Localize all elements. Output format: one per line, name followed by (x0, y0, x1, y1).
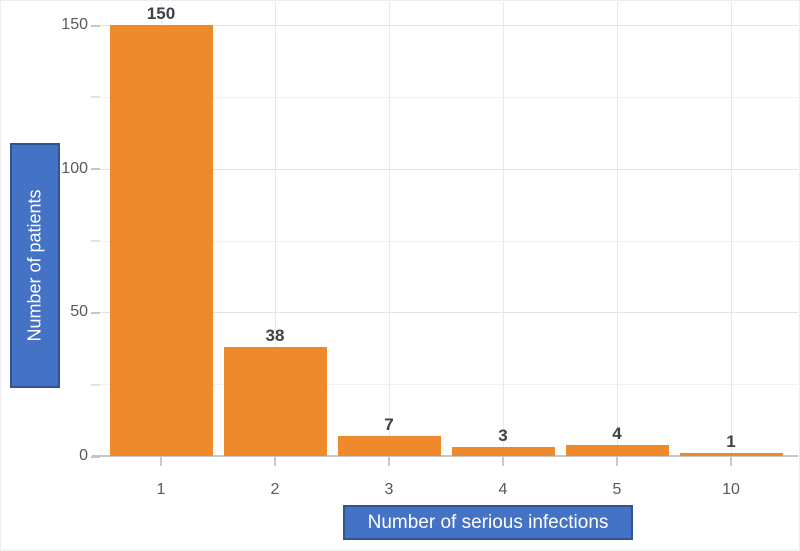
bar-category-2 (223, 347, 327, 456)
x-axis-tick-label: 4 (498, 481, 508, 498)
bar-category-3 (337, 436, 441, 456)
gridline-horizontal-major (100, 25, 798, 26)
bar-value-label: 3 (498, 426, 508, 445)
gridline-horizontal-major (100, 168, 798, 170)
gridline-vertical (731, 2, 732, 456)
y-axis-tick-label: 50 (70, 303, 88, 321)
x-axis-tick (160, 457, 162, 466)
y-axis-title: Number of patients (24, 189, 45, 342)
bar-value-label: 150 (146, 4, 176, 23)
gridline-horizontal-minor (100, 240, 798, 242)
bar-value-label: 1 (726, 432, 736, 451)
x-axis-tick-label: 1 (156, 481, 166, 498)
x-axis-title-box: Number of serious infections (343, 505, 633, 540)
bar-category-4 (451, 447, 555, 456)
x-axis-line (92, 455, 798, 457)
gridline-vertical (503, 2, 504, 456)
gridline-vertical (389, 2, 390, 456)
x-axis-tick (730, 457, 732, 466)
gridline-vertical (617, 2, 618, 456)
x-axis-tick (274, 457, 276, 466)
x-axis-tick-label: 10 (722, 481, 740, 498)
x-axis-title: Number of serious infections (367, 511, 609, 533)
bar-value-label: 38 (265, 326, 285, 345)
bar-category-1 (109, 25, 213, 456)
bar-value-label: 4 (612, 424, 622, 443)
x-axis-tick (388, 457, 390, 466)
gridline-horizontal-major (100, 312, 798, 314)
x-axis-tick-label: 2 (270, 481, 280, 498)
gridline-horizontal-minor (100, 96, 798, 98)
y-axis-tick-label: 0 (79, 447, 88, 464)
x-axis-tick-label: 3 (384, 481, 394, 498)
bar-category-5 (565, 445, 669, 456)
y-axis-tick-label: 100 (61, 159, 88, 177)
y-axis-tick (91, 311, 100, 314)
bar-category-10 (679, 453, 783, 456)
x-axis-tick (616, 457, 618, 466)
y-axis-tick (91, 168, 100, 171)
y-axis-title-box: Number of patients (10, 143, 60, 388)
x-axis-tick-label: 5 (612, 481, 622, 498)
gridline-horizontal-minor (100, 384, 798, 386)
y-axis-tick-label: 150 (61, 16, 88, 33)
bar-value-label: 7 (384, 415, 394, 434)
y-axis-tick (91, 24, 100, 27)
y-axis-minor-tick (91, 96, 100, 99)
y-axis-minor-tick (91, 240, 100, 242)
y-axis-minor-tick (91, 383, 100, 386)
gridline-vertical (275, 2, 276, 456)
x-axis-tick (502, 457, 504, 466)
